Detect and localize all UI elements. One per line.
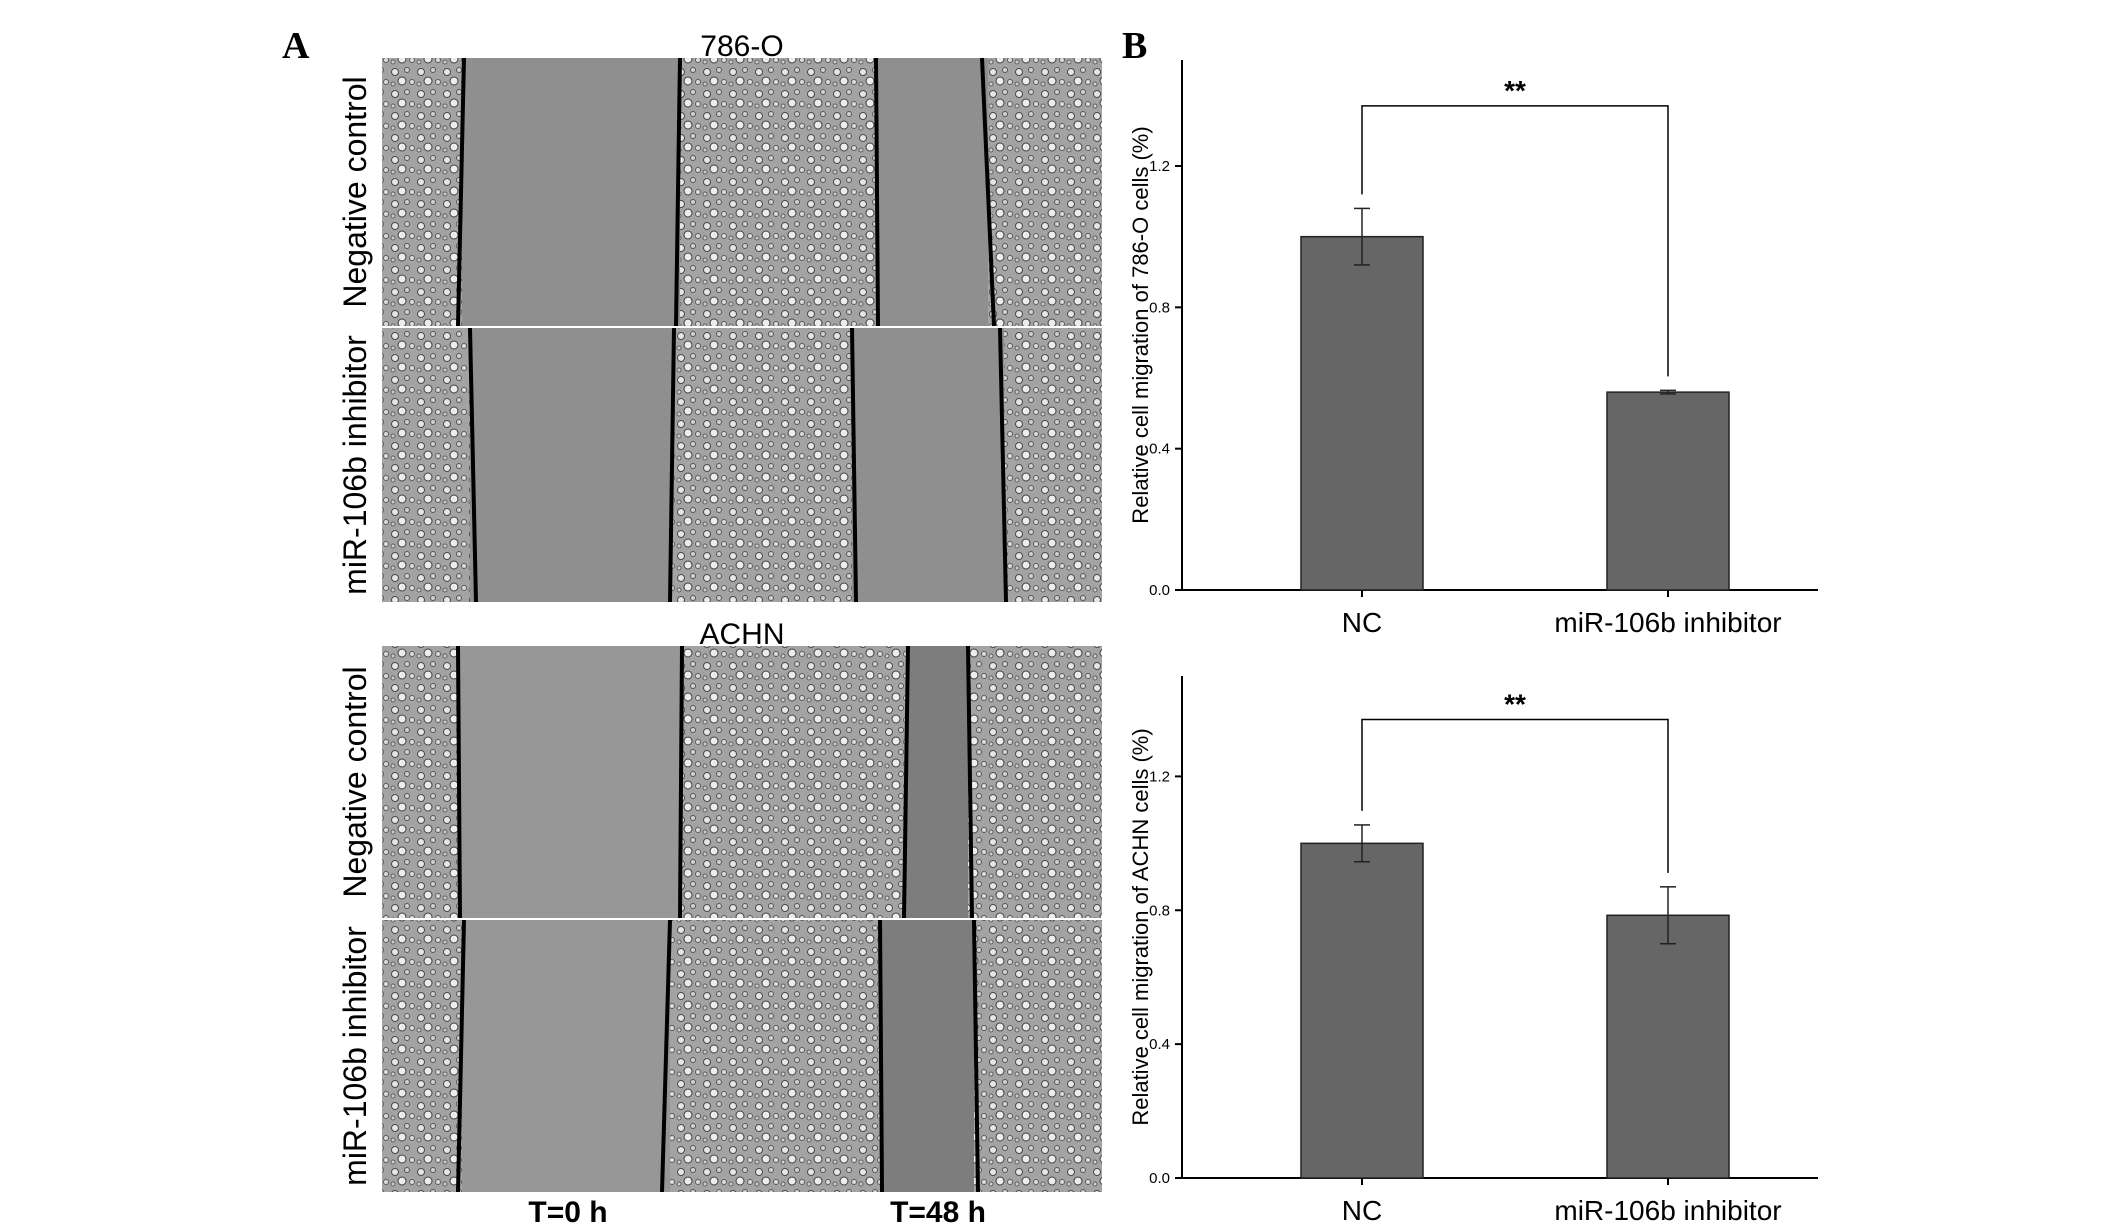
y-tick-label: 0.8: [1149, 299, 1170, 316]
y-tick-label: 0.4: [1149, 441, 1170, 458]
wound-edge-line: [456, 645, 462, 919]
chart-achn: 0.0 0.4 0.8 1.2 NC miR-106b inhibitor ** Relati…: [1128, 676, 1818, 1226]
panel-b: B 0.0 0.4 0.8 1.2 NC miR-106b inhibitor ** Rela…: [1122, 25, 1818, 1226]
wound-edge-line: [674, 57, 682, 327]
y-axis-title: Relative cell migration of 786-O cells (…: [1128, 126, 1153, 523]
wound-edge-line: [660, 919, 672, 1193]
time-label-0h: T=0 h: [528, 1196, 607, 1227]
wound-edge-line: [678, 645, 684, 919]
wound-gap-achn-inh-48h: [880, 920, 974, 1192]
wound-edge-line: [456, 919, 466, 1193]
wound-edge-line: [998, 327, 1008, 603]
significance-label: **: [1504, 75, 1526, 106]
wound-edge-line: [850, 327, 858, 603]
category-label: NC: [1342, 1195, 1382, 1226]
wound-gap-786-inh-48h: [852, 328, 1004, 602]
wound-edge-line: [966, 645, 974, 919]
wound-gap-786-nc-48h: [876, 58, 988, 326]
wound-edge-line: [456, 57, 466, 327]
wound-edge-line: [468, 327, 478, 603]
y-axis-title: Relative cell migration of ACHN cells (%…: [1128, 728, 1153, 1125]
y-tick-label: 0.4: [1149, 1036, 1170, 1053]
chart-786-o: 0.0 0.4 0.8 1.2 NC miR-106b inhibitor ** Relati…: [1128, 60, 1818, 638]
row-label-achn-inh: miR-106b inhibitor: [337, 926, 373, 1186]
row-label-achn-nc: Negative control: [337, 666, 373, 897]
row-label-786-inh: miR-106b inhibitor: [337, 335, 373, 595]
wound-edge-line: [668, 327, 676, 603]
bar-0: [1300, 235, 1424, 591]
significance-bracket: [1361, 105, 1669, 377]
group-title-achn: ACHN: [699, 618, 784, 651]
wound-gap-achn-nc-0h: [458, 646, 682, 918]
y-tick-label: 1.2: [1149, 768, 1170, 785]
y-tick-label: 0.8: [1149, 902, 1170, 919]
row-label-786-nc: Negative control: [337, 76, 373, 307]
wound-edge-line: [902, 645, 910, 919]
panel-a: A 786-O Negative control miR-106b inhibi…: [282, 25, 1102, 1227]
wound-gap-786-nc-0h: [462, 58, 680, 326]
category-label: NC: [1342, 607, 1382, 638]
group-786-o: 786-O Negative control miR-106b inhibito…: [337, 30, 1102, 603]
category-label: miR-106b inhibitor: [1554, 1195, 1781, 1226]
bar-1: [1606, 914, 1730, 1179]
wound-gap-786-inh-0h: [470, 328, 672, 602]
y-tick-label: 0.0: [1149, 582, 1170, 599]
significance-bracket: [1361, 718, 1669, 873]
wound-edge-line: [878, 919, 884, 1193]
panel-b-letter: B: [1122, 25, 1147, 67]
wound-gap-achn-nc-48h: [906, 646, 968, 918]
group-title-786-o: 786-O: [700, 30, 783, 63]
group-achn: ACHN Negative control miR-106b inhibitor: [337, 618, 1102, 1193]
y-tick-label: 0.0: [1149, 1170, 1170, 1187]
time-label-48h: T=48 h: [890, 1196, 986, 1227]
wound-edge-line: [874, 57, 880, 327]
bar-1: [1606, 391, 1730, 591]
wound-edge-line: [980, 57, 996, 327]
significance-label: **: [1504, 689, 1526, 720]
category-label: miR-106b inhibitor: [1554, 607, 1781, 638]
y-tick-label: 1.2: [1149, 158, 1170, 175]
wound-gap-achn-inh-0h: [462, 920, 670, 1192]
panel-a-letter: A: [282, 25, 310, 67]
wound-edge-line: [972, 919, 980, 1193]
bar-0: [1300, 842, 1424, 1179]
